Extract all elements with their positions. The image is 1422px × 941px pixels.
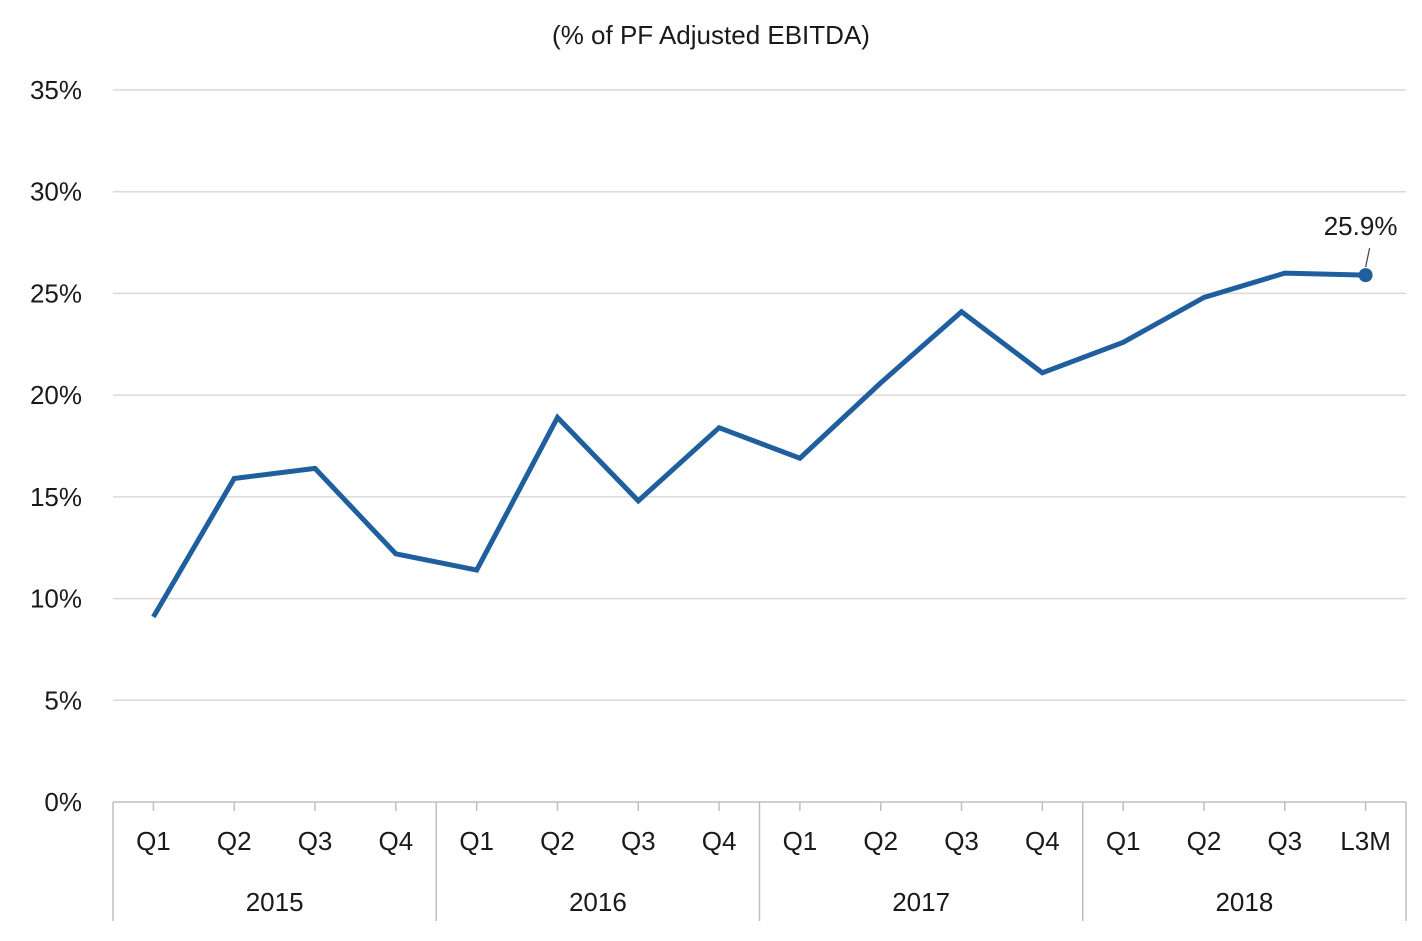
year-group-label: 2016: [569, 887, 627, 917]
x-axis: Q1 Q2 Q3 Q4 Q1 Q2 Q3 Q4 Q1 Q2 Q3 Q4 Q1 Q2 Q3 L3M 2015 201…: [112, 801, 1407, 921]
data-label: 25.9%: [1324, 211, 1398, 241]
y-tick-label: 30%: [30, 177, 82, 207]
x-tick-label: Q3: [1267, 826, 1302, 856]
series-line: [151, 270, 1366, 619]
annotation-layer: 25.9%: [1324, 211, 1398, 283]
x-tick-label: Q4: [1025, 826, 1060, 856]
y-tick-label: 0%: [44, 787, 82, 817]
x-tick-label: Q1: [136, 826, 171, 856]
x-tick-label: Q1: [1106, 826, 1141, 856]
year-group-label: 2015: [246, 887, 304, 917]
x-tick-label: Q3: [944, 826, 979, 856]
year-group-label: 2018: [1215, 887, 1273, 917]
y-tick-label: 5%: [44, 685, 82, 715]
series-layer: [151, 270, 1366, 619]
x-tick-label: Q4: [702, 826, 737, 856]
y-tick-label: 20%: [30, 380, 82, 410]
x-tick-label: Q1: [459, 826, 494, 856]
x-tick-label: Q2: [863, 826, 898, 856]
chart-title: (% of PF Adjusted EBITDA): [552, 20, 870, 50]
year-group-label: 2017: [892, 887, 950, 917]
x-tick-label: Q2: [540, 826, 575, 856]
x-tick-label: Q4: [379, 826, 414, 856]
data-label-leader: [1365, 247, 1371, 268]
x-tick-label: Q1: [783, 826, 818, 856]
x-tick-label: Q3: [298, 826, 333, 856]
y-tick-label: 35%: [30, 75, 82, 105]
x-tick-label: L3M: [1340, 826, 1391, 856]
y-tick-label: 25%: [30, 278, 82, 308]
y-tick-label: 15%: [30, 482, 82, 512]
data-point-marker: [1358, 268, 1373, 283]
y-tick-label: 10%: [30, 584, 82, 614]
x-tick-label: Q2: [217, 826, 252, 856]
x-tick-label: Q3: [621, 826, 656, 856]
y-axis-ticks: 0% 5% 10% 15% 20% 25% 30% 35%: [30, 75, 82, 817]
x-tick-label: Q2: [1187, 826, 1222, 856]
gridlines: [113, 89, 1406, 702]
